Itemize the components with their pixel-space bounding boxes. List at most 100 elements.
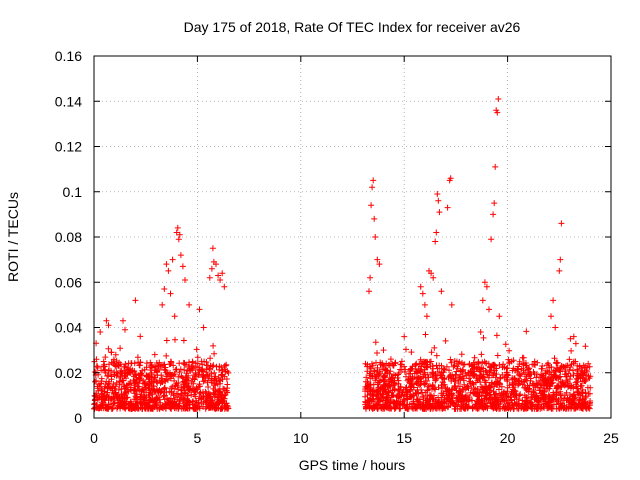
data-point	[107, 396, 114, 403]
data-point	[389, 387, 396, 394]
data-point	[147, 396, 154, 403]
data-point	[175, 373, 182, 380]
data-point	[516, 371, 523, 378]
data-point	[395, 370, 402, 377]
data-point	[364, 398, 371, 405]
data-point	[432, 371, 439, 377]
data-point	[182, 277, 188, 283]
data-point	[372, 234, 379, 240]
data-point	[118, 391, 125, 398]
data-point	[180, 383, 187, 390]
data-point	[433, 229, 440, 236]
x-tick-label: 15	[396, 430, 412, 446]
data-point	[409, 373, 416, 380]
data-point	[414, 370, 420, 377]
data-point	[428, 270, 435, 277]
data-point	[565, 384, 571, 390]
data-point	[582, 389, 589, 396]
data-point	[213, 261, 219, 268]
data-point	[101, 361, 108, 368]
data-point	[526, 365, 533, 372]
data-point	[124, 386, 131, 393]
data-point	[393, 397, 400, 404]
data-point	[404, 388, 411, 395]
data-point	[522, 360, 529, 366]
data-point	[442, 337, 449, 344]
data-point	[522, 376, 529, 383]
data-point	[570, 333, 577, 340]
data-point	[143, 373, 150, 380]
data-point	[153, 378, 160, 385]
data-point	[480, 334, 487, 341]
data-point	[396, 405, 403, 412]
data-point	[173, 229, 180, 236]
data-point	[208, 265, 215, 272]
data-point	[561, 371, 568, 378]
data-point	[557, 256, 564, 263]
data-point	[448, 378, 455, 384]
data-point	[583, 376, 590, 383]
data-point	[424, 371, 431, 378]
data-point	[444, 404, 451, 411]
data-point	[566, 356, 573, 363]
data-point	[475, 359, 482, 366]
data-point	[504, 388, 511, 395]
data-point	[379, 366, 386, 373]
data-point	[170, 362, 177, 369]
data-point	[196, 306, 203, 313]
data-point	[415, 390, 422, 397]
data-point	[411, 381, 417, 388]
data-point	[582, 343, 589, 350]
data-point	[506, 399, 513, 406]
data-point	[196, 364, 203, 371]
data-point	[127, 400, 134, 407]
data-point	[546, 404, 553, 411]
data-point	[370, 381, 377, 388]
data-point	[132, 297, 139, 304]
data-point	[387, 361, 393, 368]
x-tick-label: 10	[293, 430, 309, 446]
data-point	[387, 400, 394, 407]
data-point	[491, 398, 498, 405]
data-point	[143, 389, 150, 396]
data-point	[398, 366, 405, 373]
data-point	[557, 378, 564, 385]
data-point	[515, 400, 521, 407]
data-point	[519, 354, 526, 361]
data-point	[198, 358, 205, 365]
data-point	[193, 384, 200, 391]
data-point	[108, 376, 115, 383]
data-point	[520, 367, 527, 374]
data-point	[481, 377, 488, 384]
data-point	[499, 364, 506, 371]
data-point	[212, 391, 219, 398]
data-point	[511, 387, 518, 394]
data-point	[557, 400, 564, 407]
data-point	[422, 380, 429, 387]
data-point	[526, 398, 533, 405]
data-point	[556, 267, 563, 274]
data-point	[530, 387, 537, 394]
data-point	[157, 363, 164, 370]
data-point	[511, 405, 517, 412]
data-point	[494, 379, 501, 385]
data-point	[430, 274, 437, 281]
data-point	[225, 369, 232, 376]
data-point	[436, 403, 443, 410]
data-point	[424, 378, 430, 384]
data-point	[380, 347, 387, 354]
data-point	[502, 341, 509, 348]
data-point	[137, 333, 144, 340]
data-point	[521, 392, 528, 399]
data-point	[531, 358, 538, 365]
data-point	[379, 391, 386, 398]
data-point	[474, 405, 481, 412]
data-point	[168, 372, 175, 378]
data-point	[362, 383, 369, 390]
data-point	[182, 374, 189, 381]
data-point	[471, 354, 478, 361]
data-point	[219, 372, 226, 379]
data-point	[375, 384, 382, 391]
data-point	[146, 402, 153, 409]
data-point	[459, 367, 466, 374]
